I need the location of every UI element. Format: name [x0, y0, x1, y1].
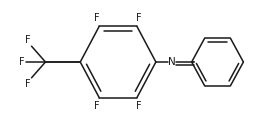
Text: F: F: [94, 101, 100, 111]
Text: F: F: [19, 57, 25, 67]
Text: N: N: [168, 57, 176, 67]
Text: F: F: [25, 79, 31, 89]
Text: F: F: [94, 13, 100, 23]
Text: F: F: [136, 101, 142, 111]
Text: F: F: [136, 13, 142, 23]
Text: F: F: [25, 35, 31, 45]
